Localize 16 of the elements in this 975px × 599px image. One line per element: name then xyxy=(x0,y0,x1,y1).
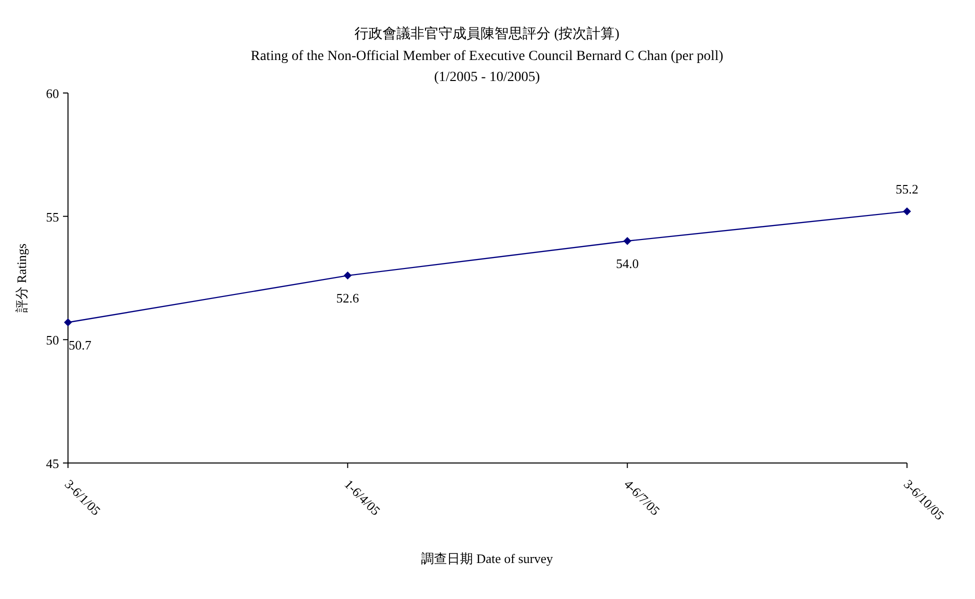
text: 54.0 xyxy=(616,256,639,271)
point xyxy=(344,272,352,280)
text: 52.6 xyxy=(336,290,360,306)
text: 50.7 xyxy=(68,337,92,352)
point xyxy=(903,207,911,216)
y-tick-label: 50 xyxy=(46,332,59,348)
y-axis-title: 評分 Ratings xyxy=(14,244,29,312)
point xyxy=(64,318,72,326)
chart-title: 行政會議非官守成員陳智思評分 (按次計算) xyxy=(354,26,620,42)
chart-subtitle: Rating of the Non-Official Member of Executive Council Bernard C Chan (per poll) (1/2005 - 10/2005) xyxy=(250,49,724,85)
y-tick-label: 45 xyxy=(46,456,59,471)
y-tick-label: 55 xyxy=(46,209,59,224)
x-axis-title: 調查日期 Date of survey xyxy=(421,551,554,566)
text: 55.2 xyxy=(896,181,918,196)
point xyxy=(623,237,632,245)
y-tick-label: 60 xyxy=(46,86,59,101)
